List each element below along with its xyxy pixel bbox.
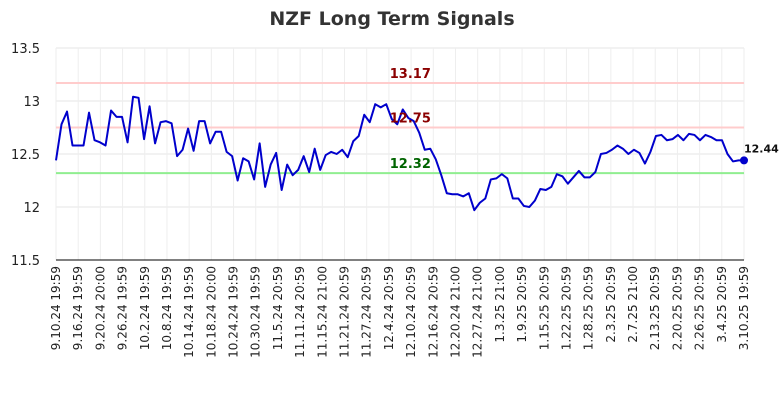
x-tick-label: 1.15.25 20:59 (537, 266, 551, 350)
x-tick-label: 9.16.24 19:59 (71, 266, 85, 350)
x-tick-label: 10.14.24 19:59 (182, 266, 196, 358)
y-tick-label: 12 (23, 201, 40, 216)
labels: 13.17 12.75 12.32 12.44 (390, 67, 779, 172)
x-tick-label: 3.10.25 19:59 (737, 266, 751, 350)
x-tick-label: 11.11.24 20:59 (293, 266, 307, 358)
x-tick-label: 1.22.25 20:59 (559, 266, 573, 350)
x-tick-label: 9.20.24 20:00 (93, 266, 107, 350)
y-tick-label: 13 (23, 95, 40, 110)
x-tick-label: 12.20.24 21:00 (448, 266, 462, 358)
x-tick-label: 1.3.25 21:00 (493, 266, 507, 343)
signal-lines (56, 81, 744, 175)
x-tick-label: 12.16.24 20:59 (426, 266, 440, 358)
last-value-label: 12.44 (744, 142, 779, 155)
x-tick-label: 3.4.25 20:59 (715, 266, 729, 343)
x-tick-label: 1.9.25 20:59 (515, 266, 529, 343)
last-point-marker (740, 156, 748, 165)
x-tick-label: 9.10.24 19:59 (49, 266, 63, 350)
series (55, 95, 748, 212)
x-tick-label: 2.3.25 20:59 (604, 266, 618, 343)
y-tick-label: 13.5 (11, 42, 40, 57)
x-tick-label: 2.20.25 20:59 (670, 266, 684, 350)
x-tick-label: 12.4.24 20:59 (382, 266, 396, 350)
x-tick-label: 10.30.24 19:59 (249, 266, 263, 358)
x-tick-label: 10.24.24 19:59 (227, 266, 241, 358)
chart-title: NZF Long Term Signals (269, 8, 514, 30)
x-tick-label: 12.10.24 20:59 (404, 266, 418, 358)
signal-label: 12.32 (390, 157, 431, 172)
x-tick-label: 11.5.24 20:59 (271, 266, 285, 350)
x-tick-label: 10.8.24 19:59 (160, 266, 174, 350)
x-tick-label: 2.7.25 21:00 (626, 266, 640, 343)
y-tick-label: 12.5 (11, 148, 40, 163)
signal-label: 13.17 (390, 67, 431, 82)
axes: 11.5 12 12.5 13 13.5 9.10.24 19:59 9.16.24 19:… (11, 42, 751, 358)
x-tick-label: 2.26.25 20:59 (693, 266, 707, 350)
x-tick-label: 10.18.24 20:00 (204, 266, 218, 358)
x-tick-label: 9.26.24 19:59 (116, 266, 130, 350)
x-tick-label: 11.15.24 21:00 (315, 266, 329, 358)
y-tick-label: 11.5 (11, 254, 40, 269)
x-tick-label: 1.28.25 20:59 (582, 266, 596, 350)
x-tick-label: 11.21.24 20:59 (338, 266, 352, 358)
price-line (55, 95, 744, 212)
x-tick-label: 12.27.24 21:00 (471, 266, 485, 358)
x-tick-label: 10.2.24 19:59 (138, 266, 152, 350)
signal-label: 12.75 (390, 112, 431, 127)
x-tick-label: 2.13.25 20:59 (648, 266, 662, 350)
x-tick-label: 11.27.24 20:59 (360, 266, 374, 358)
